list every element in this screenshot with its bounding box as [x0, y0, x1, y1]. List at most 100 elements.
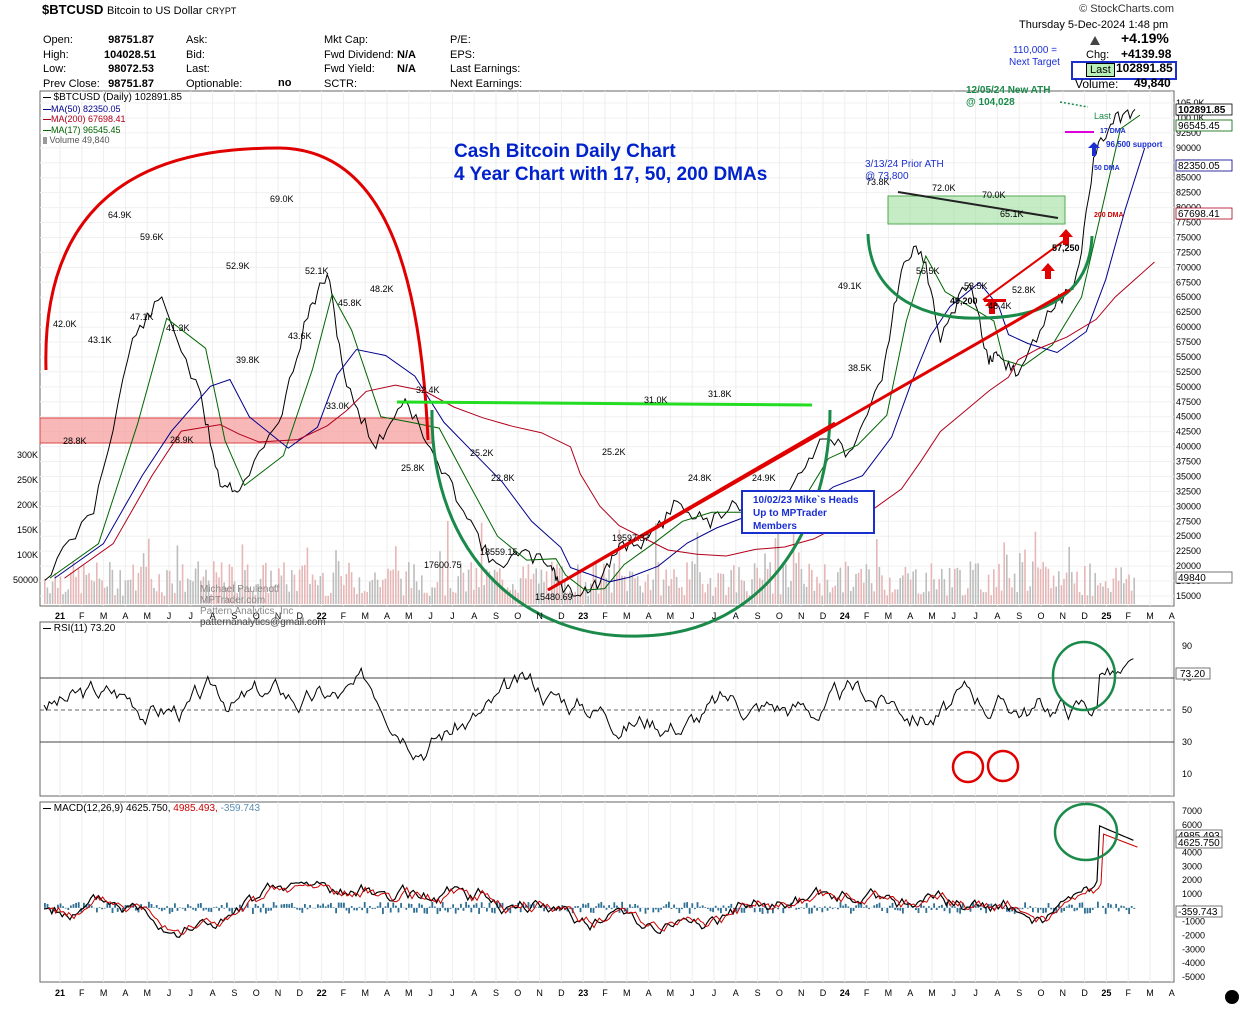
volume-bar — [426, 592, 428, 604]
macd-value-box — [1175, 836, 1223, 849]
macd-histogram-bar — [907, 902, 909, 908]
macd-histogram-bar — [148, 901, 150, 908]
macd-histogram-bar — [168, 907, 171, 914]
volume-bar — [634, 578, 636, 604]
volume-bar — [829, 592, 831, 604]
volume-bar — [826, 579, 829, 604]
volume-bar — [111, 569, 114, 604]
volume-bar — [1013, 573, 1016, 604]
price-annotation: 59.6K — [140, 232, 164, 242]
x-tick-label-bottom: A — [994, 988, 1000, 998]
macd-histogram-bar — [327, 904, 330, 908]
volume-bar — [779, 594, 782, 604]
x-tick-label: N — [798, 611, 805, 621]
volume-bar — [1000, 590, 1003, 604]
x-tick-label: 25 — [1101, 611, 1111, 621]
volume-bar — [254, 594, 257, 604]
price-y-tick: 57500 — [1176, 337, 1201, 347]
macd-histogram-bar — [85, 904, 88, 908]
volume-bar — [857, 572, 860, 604]
macd-histogram-bar — [644, 907, 647, 914]
rsi-y-tick: 30 — [1182, 737, 1192, 747]
x-tick-label-bottom: F — [1125, 988, 1131, 998]
x-tick-label: 23 — [578, 611, 588, 621]
volume-bar — [267, 592, 270, 604]
macd-histogram-bar — [761, 907, 764, 914]
macd-histogram-bar — [1021, 907, 1024, 910]
price-y-tick: 75000 — [1176, 232, 1201, 242]
volume-bar — [894, 589, 896, 604]
x-tick-label: J — [189, 611, 194, 621]
x-tick-label-bottom: M — [928, 988, 936, 998]
volume-bar — [330, 592, 332, 604]
volume-bar — [296, 591, 298, 604]
macd-histogram-bar — [454, 907, 457, 914]
macd-histogram-bar — [837, 907, 839, 910]
volume-bar — [626, 591, 628, 604]
x-tick-label: D — [297, 611, 304, 621]
volume-bar — [610, 592, 613, 604]
macd-histogram-bar — [62, 906, 64, 908]
volume-bar — [886, 595, 888, 604]
price-annotation: 28.8K — [63, 436, 87, 446]
volume-bar — [353, 587, 355, 604]
macd-histogram-bar — [348, 907, 350, 914]
volume-bar — [46, 587, 49, 604]
support-zone — [39, 417, 433, 444]
macd-histogram-bar — [478, 907, 480, 914]
volume-bar — [683, 595, 686, 604]
volume-bar — [1076, 571, 1078, 604]
volume-bar — [374, 572, 376, 604]
volume-bar — [166, 570, 168, 604]
x-tick-label: 22 — [317, 611, 327, 621]
quote-col-3: Mkt Cap: Fwd Dividend: Fwd Yield: SCTR: — [324, 34, 394, 90]
macd-histogram-bar — [296, 907, 298, 910]
volume-bar — [101, 580, 103, 604]
macd-histogram-bar — [421, 904, 423, 908]
volume-bar — [239, 587, 241, 604]
macd-histogram-bar — [959, 907, 961, 914]
x-tick-label-bottom: M — [361, 988, 369, 998]
volume-bar — [514, 589, 517, 604]
macd-histogram-bar — [1104, 907, 1107, 914]
macd-histogram-bar — [686, 902, 688, 908]
macd-histogram-bar — [1120, 905, 1123, 908]
volume-bar — [1003, 542, 1005, 604]
x-tick-label: O — [514, 611, 521, 621]
macd-histogram-bar — [631, 906, 634, 908]
volume-label: Volume: — [1075, 77, 1119, 91]
price-y-tick: 40000 — [1176, 442, 1201, 452]
volume-bar — [241, 544, 244, 604]
macd-histogram-bar — [80, 907, 83, 913]
x-tick-label-bottom: M — [885, 988, 893, 998]
volume-bar — [395, 546, 397, 604]
macd-histogram-bar — [202, 907, 205, 911]
volume-bar — [408, 562, 410, 604]
macd-histogram-bar — [361, 907, 363, 911]
legend-ma200: MA(200) 67698.41 — [43, 114, 182, 125]
price-y-tick: 20000 — [1176, 561, 1201, 571]
x-tick-label-bottom: D — [1081, 988, 1088, 998]
volume-bar — [860, 568, 862, 604]
macd-histogram-bar — [896, 907, 899, 911]
volume-bar — [629, 571, 631, 604]
volume-bar — [1045, 566, 1047, 604]
macd-histogram-bar — [285, 903, 288, 908]
volume-bar — [462, 572, 465, 604]
volume-bar — [582, 591, 584, 604]
volume-bar — [694, 563, 696, 604]
macd-histogram-bar — [590, 907, 592, 913]
volume-bar — [766, 569, 769, 604]
macd-histogram-bar — [1058, 904, 1060, 908]
rsi-y-tick: 50 — [1182, 705, 1192, 715]
macd-histogram-bar — [257, 905, 259, 908]
macd-histogram-bar — [972, 902, 974, 908]
legend-price: $BTCUSD (Daily) 102891.85 — [43, 92, 182, 104]
red-up-arrow-icon — [1059, 229, 1073, 245]
macd-histogram-bar — [382, 907, 384, 915]
volume-bar — [90, 580, 93, 604]
macd-histogram-bar — [532, 903, 535, 908]
resistance-zone — [887, 195, 1066, 225]
price-annotation: 42.0K — [53, 319, 77, 329]
x-tick-label-bottom: F — [79, 988, 85, 998]
